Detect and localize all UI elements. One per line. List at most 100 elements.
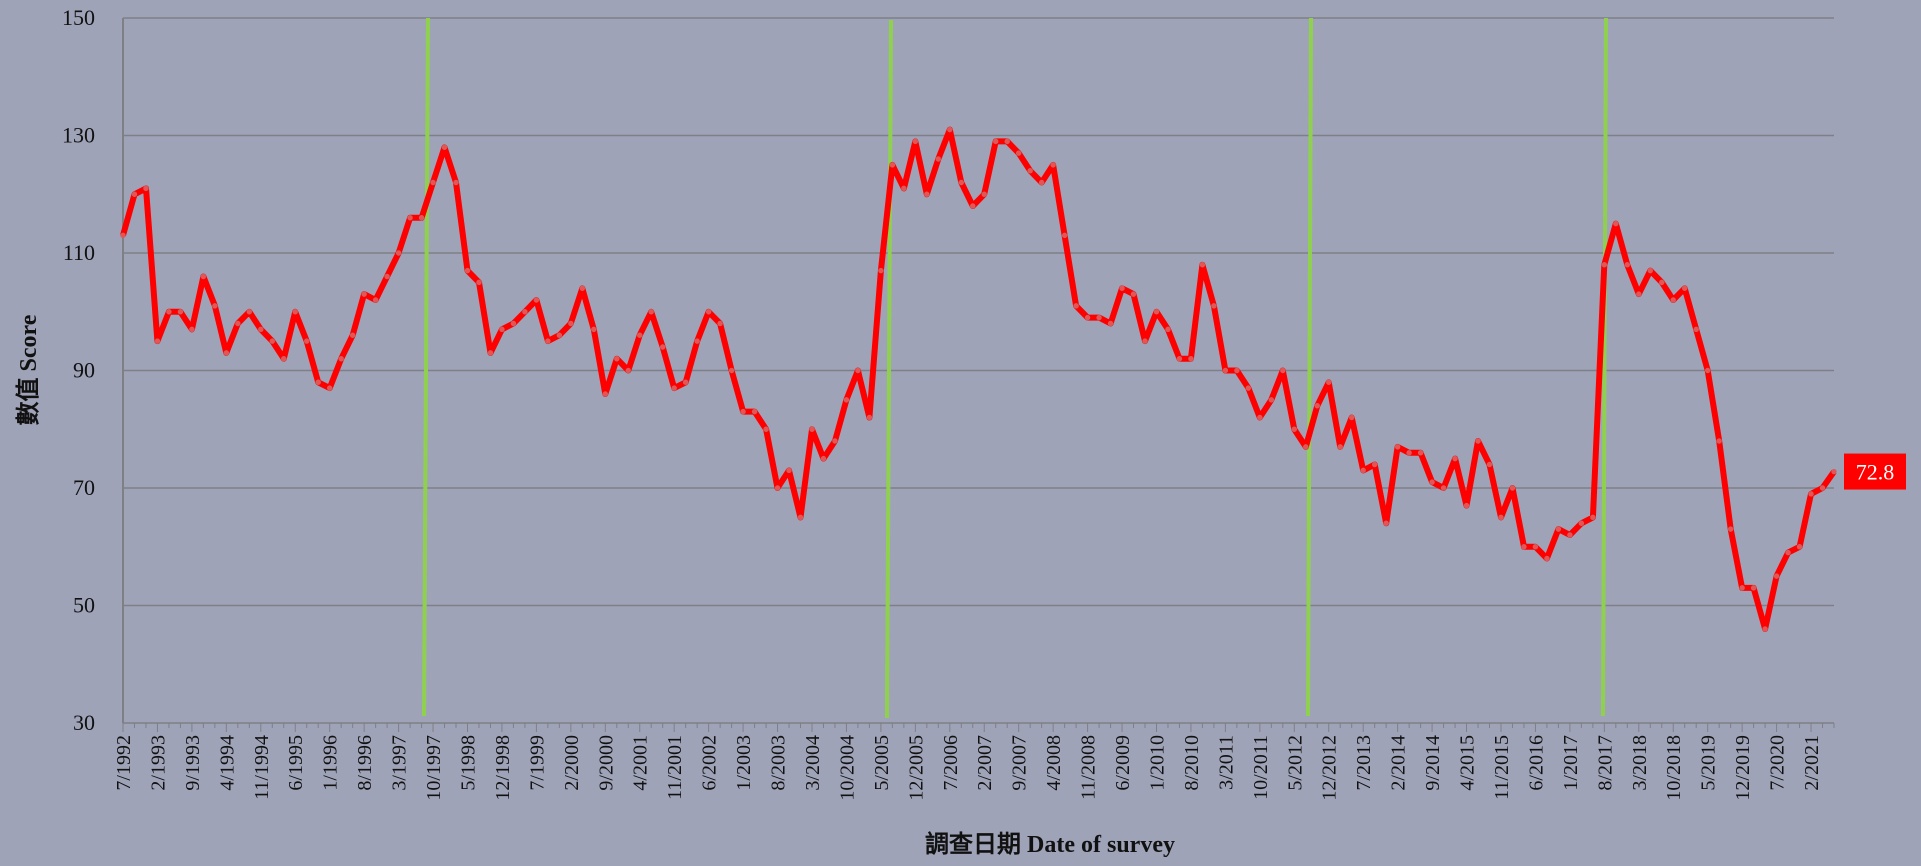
x-tick-label: 7/2013 xyxy=(1353,735,1375,791)
data-point xyxy=(1027,168,1033,174)
data-point xyxy=(1578,520,1585,526)
data-point xyxy=(120,232,126,239)
data-point xyxy=(1176,356,1183,362)
data-point xyxy=(235,320,241,327)
data-point xyxy=(1142,338,1148,344)
series-line xyxy=(120,126,1837,632)
x-tick-label: 9/2014 xyxy=(1422,735,1444,791)
x-tick-label: 10/2018 xyxy=(1663,735,1685,801)
data-point xyxy=(1084,314,1091,321)
data-point xyxy=(464,267,471,274)
data-point xyxy=(705,309,712,315)
data-point xyxy=(212,303,218,309)
data-point xyxy=(878,267,884,274)
data-point xyxy=(740,408,746,415)
data-point xyxy=(763,426,769,432)
data-point xyxy=(1463,502,1470,509)
data-point xyxy=(361,291,367,297)
data-point xyxy=(1245,385,1252,391)
data-point xyxy=(1429,479,1435,485)
data-point xyxy=(522,309,528,315)
data-point xyxy=(292,309,298,315)
x-tick-label: 10/1997 xyxy=(423,735,445,801)
data-point xyxy=(281,356,287,362)
data-point xyxy=(1096,314,1102,321)
data-point xyxy=(625,367,631,374)
data-point xyxy=(407,215,413,221)
data-point xyxy=(545,338,551,344)
data-point xyxy=(660,344,666,350)
data-point xyxy=(591,326,597,333)
data-point xyxy=(935,156,942,162)
x-tick-label: 9/1993 xyxy=(182,735,204,791)
data-point xyxy=(304,338,310,344)
data-point xyxy=(1268,397,1275,403)
data-point xyxy=(958,179,964,186)
data-point xyxy=(1532,544,1539,550)
x-tick-label: 11/1994 xyxy=(251,735,273,800)
data-point xyxy=(1509,485,1516,491)
data-point xyxy=(476,279,482,286)
last-value-box xyxy=(1844,453,1906,490)
x-tick-label: 2/2007 xyxy=(974,735,996,791)
x-tick-label: 7/1992 xyxy=(113,735,135,791)
x-axis-label: 調查日期 Date of survey xyxy=(925,830,1175,858)
data-point xyxy=(1038,179,1045,186)
data-point xyxy=(510,320,517,327)
y-tick-label: 90 xyxy=(73,358,95,383)
x-tick-label: 11/2015 xyxy=(1491,735,1513,800)
data-point xyxy=(728,367,735,374)
event-line xyxy=(422,17,430,717)
data-point xyxy=(717,320,723,327)
data-point xyxy=(637,332,643,338)
data-point xyxy=(889,162,896,168)
data-point xyxy=(832,438,838,444)
data-point xyxy=(602,391,608,397)
data-point xyxy=(1486,461,1493,468)
data-point xyxy=(1785,549,1791,556)
data-point xyxy=(154,338,161,344)
x-tick-label: 4/2008 xyxy=(1043,735,1065,791)
x-tick-label: 6/2016 xyxy=(1525,735,1547,791)
data-point xyxy=(1670,297,1676,303)
data-point xyxy=(269,338,275,344)
data-point xyxy=(786,467,792,474)
x-tick-label: 8/2010 xyxy=(1181,735,1203,791)
data-point xyxy=(1406,450,1412,456)
data-point xyxy=(1682,285,1688,291)
data-point xyxy=(855,367,861,374)
x-tick-label: 5/1998 xyxy=(457,735,479,791)
data-point xyxy=(1819,485,1826,491)
x-tick-label: 9/2000 xyxy=(595,735,617,791)
data-point xyxy=(556,332,563,338)
data-point xyxy=(912,138,919,145)
x-tick-label: 8/2017 xyxy=(1594,735,1616,791)
data-point xyxy=(614,356,620,362)
data-point xyxy=(579,285,586,291)
data-point xyxy=(1004,138,1010,145)
x-tick-label: 9/2007 xyxy=(1009,735,1031,791)
data-point xyxy=(1073,303,1079,309)
data-point xyxy=(774,485,781,491)
data-point xyxy=(1303,444,1309,450)
data-point xyxy=(947,126,953,133)
data-point xyxy=(1222,367,1229,374)
x-tick-label: 5/2005 xyxy=(871,735,893,791)
data-point xyxy=(924,191,930,197)
data-point xyxy=(1555,526,1562,532)
data-point xyxy=(1130,291,1137,297)
data-point xyxy=(1544,555,1550,562)
event-line xyxy=(885,19,893,719)
data-point xyxy=(981,191,987,197)
event-line xyxy=(1306,17,1313,717)
x-tick-label: 7/2020 xyxy=(1767,735,1789,791)
x-tick-label: 1/2010 xyxy=(1146,735,1168,791)
data-point xyxy=(258,326,264,333)
data-point xyxy=(1119,285,1125,291)
x-tick-label: 8/2003 xyxy=(768,735,790,791)
x-tick-label: 4/2001 xyxy=(630,735,652,791)
data-point xyxy=(1188,356,1194,362)
x-tick-label: 2/2014 xyxy=(1388,735,1410,791)
data-point xyxy=(1659,279,1665,286)
